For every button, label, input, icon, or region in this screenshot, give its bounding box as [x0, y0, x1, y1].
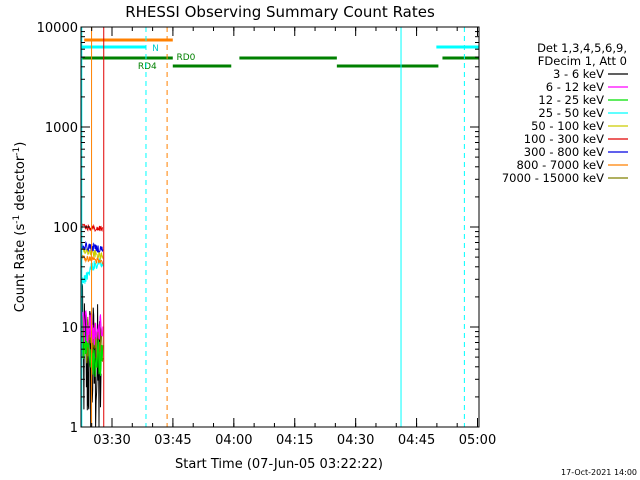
y-axis-label: Count Rate (s-1 detector-1) — [12, 142, 28, 313]
y-tick-label: 100 — [53, 221, 78, 236]
legend-label: 100 - 300 keV — [524, 132, 604, 146]
x-tick-label: 04:30 — [337, 433, 374, 448]
legend-label: 25 - 50 keV — [538, 106, 604, 120]
x-tick-label: 03:45 — [154, 433, 191, 448]
legend-label: 800 - 7000 keV — [516, 158, 604, 172]
legend-label: 6 - 12 keV — [546, 80, 604, 94]
legend-label: 3 - 6 keV — [553, 67, 604, 81]
y-tick-label: 10000 — [37, 21, 78, 36]
plot-frame — [80, 26, 480, 428]
annotation-layer: N RD0 RD4 — [81, 27, 479, 427]
legend-label: 12 - 25 keV — [538, 93, 604, 107]
legend-header-1: Det 1,3,4,5,6,9, — [537, 41, 627, 55]
chart-title: RHESSI Observing Summary Count Rates — [125, 3, 435, 21]
y-tick-label: 1 — [70, 421, 78, 436]
legend: Det 1,3,4,5,6,9, FDecim 1, Att 0 3 - 6 k… — [502, 41, 628, 185]
x-tick-label: 05:00 — [459, 433, 496, 448]
x-tick-label: 04:15 — [276, 433, 313, 448]
series-line — [81, 284, 102, 427]
y-tick-label: 1000 — [45, 121, 78, 136]
annotation-label: RD4 — [138, 62, 157, 72]
x-tick-label: 04:45 — [398, 433, 435, 448]
legend-label: 300 - 800 keV — [524, 145, 604, 159]
y-tick-label: 10 — [61, 321, 78, 336]
timestamp: 17-Oct-2021 14:00 — [561, 468, 637, 477]
y-axis: 1 10 100 1000 10000 — [37, 21, 479, 436]
x-tick-label: 04:00 — [215, 433, 252, 448]
x-axis: 03:30 03:45 04:00 04:15 04:30 04:45 05:00 — [91, 27, 496, 448]
x-axis-label: Start Time (07-Jun-05 03:22:22) — [175, 457, 383, 472]
x-tick-label: 03:30 — [93, 433, 130, 448]
legend-label: 50 - 100 keV — [531, 119, 604, 133]
legend-header-2: FDecim 1, Att 0 — [538, 54, 627, 68]
legend-label: 7000 - 15000 keV — [502, 171, 604, 185]
annotation-label: RD0 — [176, 53, 195, 63]
annotation-label: N — [152, 44, 159, 54]
